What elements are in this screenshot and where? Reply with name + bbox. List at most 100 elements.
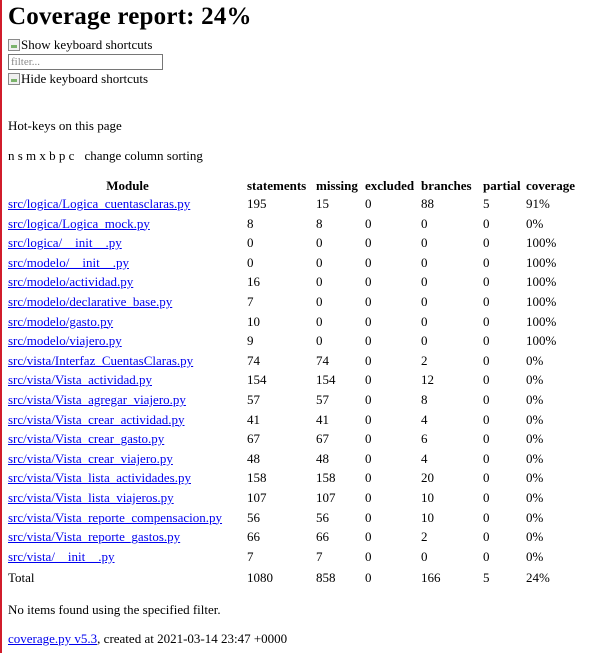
header-statements[interactable]: statements [247, 177, 316, 194]
total-excluded: 0 [365, 566, 421, 588]
missing-cell: 0 [316, 233, 365, 253]
module-link[interactable]: src/modelo/__init__.py [8, 255, 129, 270]
header-branches[interactable]: branches [421, 177, 483, 194]
partial-cell: 0 [483, 253, 526, 273]
footer: coverage.py v5.3, created at 2021-03-14 … [8, 631, 287, 647]
table-row: src/vista/Interfaz_CuentasClaras.py 74 74 0… [8, 351, 586, 371]
missing-cell: 56 [316, 508, 365, 528]
module-link[interactable]: src/modelo/actividad.py [8, 274, 133, 289]
show-shortcuts-alt-text: Show keyboard shortcuts [21, 37, 152, 53]
module-link[interactable]: src/vista/Vista_reporte_compensacion.py [8, 510, 222, 525]
partial-cell: 0 [483, 331, 526, 351]
branches-cell: 0 [421, 292, 483, 312]
total-statements: 1080 [247, 566, 316, 588]
excluded-cell: 0 [365, 351, 421, 371]
excluded-cell: 0 [365, 390, 421, 410]
statements-cell: 7 [247, 547, 316, 567]
branches-cell: 88 [421, 194, 483, 214]
partial-cell: 0 [483, 527, 526, 547]
module-name-cell: src/vista/Vista_crear_gasto.py [8, 429, 247, 449]
header-module[interactable]: Module [8, 177, 247, 194]
module-link[interactable]: src/modelo/declarative_base.py [8, 294, 172, 309]
statements-cell: 8 [247, 214, 316, 234]
statements-cell: 9 [247, 331, 316, 351]
module-link[interactable]: src/logica/Logica_mock.py [8, 216, 150, 231]
header-partial[interactable]: partial [483, 177, 526, 194]
module-link[interactable]: src/vista/Vista_agregar_viajero.py [8, 392, 186, 407]
table-row: src/logica/Logica_mock.py 8 8 0 0 0 0% [8, 214, 586, 234]
module-name-cell: src/vista/Vista_agregar_viajero.py [8, 390, 247, 410]
module-name-cell: src/vista/Vista_crear_actividad.py [8, 410, 247, 430]
module-link[interactable]: src/logica/__init__.py [8, 235, 122, 250]
table-body: src/logica/Logica_cuentasclaras.py 195 15 0… [8, 194, 586, 566]
hotkeys-help: n s m x b p c change column sorting [8, 148, 203, 164]
page: Coverage report: 24% Show keyboard short… [8, 0, 589, 87]
missing-cell: 107 [316, 488, 365, 508]
branches-cell: 0 [421, 272, 483, 292]
coverage-cell: 0% [526, 449, 586, 469]
module-link[interactable]: src/modelo/gasto.py [8, 314, 113, 329]
branches-cell: 0 [421, 547, 483, 567]
module-link[interactable]: src/vista/__init__.py [8, 549, 115, 564]
keyboard-icon [8, 73, 20, 85]
coverage-table: Module statements missing excluded branc… [8, 177, 586, 588]
module-link[interactable]: src/vista/Vista_reporte_gastos.py [8, 529, 180, 544]
table-row: src/modelo/viajero.py 9 0 0 0 0 100% [8, 331, 586, 351]
table-row: src/modelo/declarative_base.py 7 0 0 0 0 100% [8, 292, 586, 312]
missing-cell: 0 [316, 331, 365, 351]
excluded-cell: 0 [365, 312, 421, 332]
branches-cell: 4 [421, 410, 483, 430]
show-shortcuts-button[interactable]: Show keyboard shortcuts [8, 37, 589, 53]
table-row: src/vista/Vista_lista_viajeros.py 107 107 0… [8, 488, 586, 508]
module-link[interactable]: src/logica/Logica_cuentasclaras.py [8, 196, 190, 211]
partial-cell: 0 [483, 370, 526, 390]
coverage-cell: 0% [526, 508, 586, 528]
filter-input[interactable] [8, 54, 163, 70]
missing-cell: 57 [316, 390, 365, 410]
excluded-cell: 0 [365, 253, 421, 273]
excluded-cell: 0 [365, 508, 421, 528]
excluded-cell: 0 [365, 547, 421, 567]
branches-cell: 0 [421, 312, 483, 332]
module-link[interactable]: src/vista/Vista_lista_actividades.py [8, 470, 191, 485]
branches-cell: 0 [421, 233, 483, 253]
module-link[interactable]: src/vista/Vista_actividad.py [8, 372, 152, 387]
missing-cell: 0 [316, 292, 365, 312]
coverage-cell: 100% [526, 253, 586, 273]
coverage-py-link[interactable]: coverage.py v5.3 [8, 631, 97, 646]
total-partial: 5 [483, 566, 526, 588]
module-link[interactable]: src/vista/Vista_crear_actividad.py [8, 412, 184, 427]
coverage-cell: 0% [526, 370, 586, 390]
missing-cell: 158 [316, 468, 365, 488]
coverage-cell: 0% [526, 527, 586, 547]
no-items-message: No items found using the specified filte… [8, 602, 221, 618]
coverage-cell: 100% [526, 292, 586, 312]
header-excluded[interactable]: excluded [365, 177, 421, 194]
partial-cell: 0 [483, 351, 526, 371]
module-name-cell: src/vista/Vista_crear_viajero.py [8, 449, 247, 469]
coverage-cell: 0% [526, 429, 586, 449]
hide-shortcuts-button[interactable]: Hide keyboard shortcuts [8, 71, 589, 87]
statements-cell: 16 [247, 272, 316, 292]
partial-cell: 0 [483, 410, 526, 430]
branches-cell: 10 [421, 488, 483, 508]
module-name-cell: src/vista/Vista_actividad.py [8, 370, 247, 390]
header-missing[interactable]: missing [316, 177, 365, 194]
header-coverage[interactable]: coverage [526, 177, 586, 194]
hotkeys-title: Hot-keys on this page [8, 118, 122, 134]
module-link[interactable]: src/vista/Interfaz_CuentasClaras.py [8, 353, 193, 368]
excluded-cell: 0 [365, 331, 421, 351]
excluded-cell: 0 [365, 429, 421, 449]
partial-cell: 0 [483, 233, 526, 253]
missing-cell: 48 [316, 449, 365, 469]
module-link[interactable]: src/vista/Vista_crear_gasto.py [8, 431, 164, 446]
module-link[interactable]: src/vista/Vista_crear_viajero.py [8, 451, 173, 466]
missing-cell: 67 [316, 429, 365, 449]
statements-cell: 0 [247, 233, 316, 253]
table-row: src/modelo/gasto.py 10 0 0 0 0 100% [8, 312, 586, 332]
module-link[interactable]: src/vista/Vista_lista_viajeros.py [8, 490, 174, 505]
module-name-cell: src/logica/Logica_mock.py [8, 214, 247, 234]
module-link[interactable]: src/modelo/viajero.py [8, 333, 122, 348]
branches-cell: 4 [421, 449, 483, 469]
module-name-cell: src/vista/Vista_lista_viajeros.py [8, 488, 247, 508]
